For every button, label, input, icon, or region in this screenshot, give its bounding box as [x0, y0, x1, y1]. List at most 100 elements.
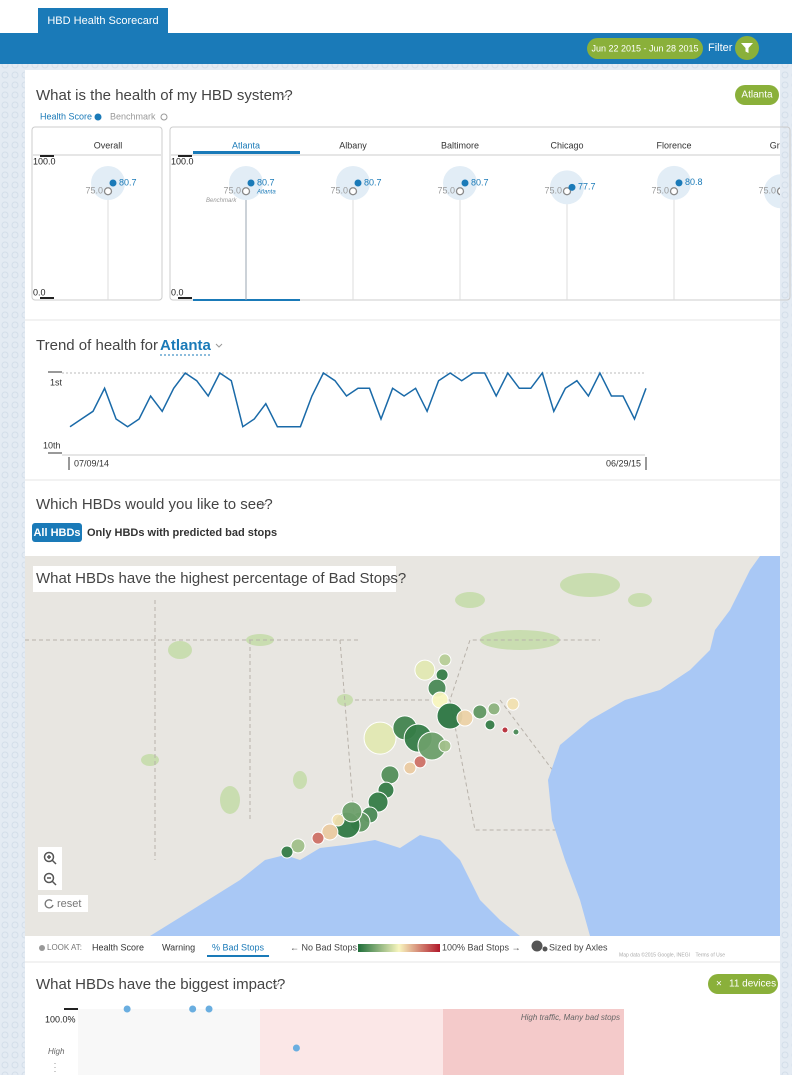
map-tab[interactable]: Warning — [162, 942, 195, 952]
score-halo — [229, 165, 263, 200]
section-title: Trend of health for — [36, 337, 158, 354]
city-tab[interactable]: Atlanta — [232, 140, 260, 150]
markers — [280, 653, 520, 859]
y-tick-label: 100.0 — [171, 156, 194, 166]
tick-bar — [48, 452, 62, 454]
quadrant — [78, 1009, 260, 1075]
hbd-marker[interactable] — [501, 726, 509, 734]
range-handle[interactable] — [645, 457, 647, 470]
hbd-point[interactable] — [292, 1044, 300, 1052]
tick-bar — [178, 297, 192, 299]
score-dot — [675, 179, 683, 187]
close-icon[interactable]: × — [716, 979, 722, 990]
color-scale — [358, 944, 440, 952]
benchmark-ring — [348, 187, 358, 196]
hbd-marker[interactable] — [403, 761, 417, 775]
date-pill[interactable] — [587, 38, 703, 59]
hbd-point[interactable] — [123, 1005, 131, 1013]
city-tab[interactable]: Albany — [339, 140, 367, 150]
option-button[interactable] — [32, 523, 82, 542]
look-at: LOOK AT: — [47, 943, 82, 952]
section-title: What HBDs have the highest percentage of… — [36, 570, 406, 587]
hbd-point[interactable] — [205, 1005, 213, 1013]
city-tab[interactable]: Chicago — [550, 140, 583, 150]
benchmark-caption: Benchmark — [206, 198, 237, 204]
map-tab[interactable]: Health Score — [92, 942, 144, 952]
map-title-box — [33, 566, 396, 592]
hbd-marker[interactable] — [487, 702, 501, 716]
hbd-marker[interactable] — [414, 659, 436, 681]
hbd-marker[interactable] — [367, 791, 389, 813]
score-dot — [354, 179, 362, 187]
city-selector[interactable]: Atlanta — [160, 337, 211, 354]
y-tick-label: 10th — [43, 440, 61, 450]
hbd-marker[interactable] — [380, 765, 400, 785]
panel-title: Overall — [94, 140, 123, 150]
city-badge-label: Atlanta — [741, 90, 773, 101]
hbd-marker[interactable] — [331, 813, 345, 827]
hbd-marker[interactable] — [413, 755, 427, 769]
attribution: Map data ©2015 Google, INEGI — [619, 951, 690, 958]
score-dot — [568, 183, 576, 191]
hbd-marker[interactable] — [290, 838, 306, 854]
chevron[interactable] — [272, 982, 280, 987]
active-city-underline — [193, 151, 300, 154]
hbd-marker[interactable] — [456, 709, 474, 727]
trend-line — [69, 371, 647, 428]
hbd-marker[interactable] — [484, 719, 496, 731]
zoom-icons[interactable] — [43, 851, 57, 886]
hbd-marker[interactable] — [512, 728, 520, 736]
score-halo — [764, 174, 780, 209]
scale-high: 100% Bad Stops → — [442, 942, 521, 952]
hbd-point[interactable] — [189, 1005, 197, 1013]
terms[interactable]: Terms of Use — [696, 952, 726, 958]
scale-low: ← No Bad Stops — [290, 942, 358, 952]
option-group: All HBDs Only HBDs with predicted bad sto… — [32, 523, 277, 542]
chevron[interactable] — [385, 577, 393, 582]
filter-label[interactable]: Filter — [708, 42, 733, 54]
hbd-marker[interactable] — [311, 831, 325, 845]
hbd-marker[interactable] — [341, 801, 363, 823]
city-badge[interactable] — [735, 85, 779, 105]
chevron[interactable] — [259, 502, 267, 507]
tab[interactable] — [38, 8, 168, 34]
benchmark-label: 75.0 — [544, 186, 562, 196]
benchmark-ring — [103, 187, 113, 196]
quadrant-label: High traffic, Many bad stops — [521, 1013, 620, 1022]
option-label[interactable]: Only HBDs with predicted bad stops — [87, 527, 277, 539]
hbd-marker[interactable] — [363, 721, 397, 755]
score-halo — [657, 165, 691, 200]
hbd-marker[interactable] — [506, 697, 520, 711]
state-borders — [25, 600, 600, 860]
hbd-marker[interactable] — [321, 823, 339, 841]
map-tabs: Health Score Warning % Bad Stops — [92, 942, 270, 957]
benchmark-label: 75.0 — [437, 186, 455, 196]
benchmark-label: 75.0 — [223, 186, 241, 196]
score-label: 80.8 — [685, 177, 703, 187]
map-tab[interactable]: % Bad Stops — [212, 942, 265, 952]
reset-icon — [44, 899, 54, 909]
benchmark-ring — [776, 187, 780, 196]
devices-badge[interactable] — [708, 974, 778, 994]
city-tab[interactable]: Great — [770, 140, 792, 150]
legend-score: Health Score — [40, 111, 92, 121]
hbd-marker[interactable] — [472, 704, 488, 720]
city-tab[interactable]: Baltimore — [441, 140, 479, 150]
benchmark-label: 75.0 — [758, 186, 776, 196]
benchmark-label: 75.0 — [85, 186, 103, 196]
hbd-marker[interactable] — [280, 845, 294, 859]
option-label[interactable]: All HBDs — [33, 527, 80, 539]
score-halo — [336, 165, 370, 200]
hbd-marker[interactable] — [438, 653, 452, 667]
score-halo — [443, 165, 477, 200]
range-handle[interactable] — [68, 457, 70, 470]
y-tick-label: 100.0 — [33, 156, 56, 166]
chevron[interactable] — [215, 343, 223, 348]
city-tab[interactable]: Florence — [656, 140, 691, 150]
score-label: 80.7 — [257, 177, 275, 187]
chevron[interactable] — [280, 93, 288, 98]
hbd-marker[interactable] — [438, 739, 452, 753]
y-tick-label: 1st — [50, 377, 63, 387]
legend-benchmark-ring — [160, 113, 168, 121]
